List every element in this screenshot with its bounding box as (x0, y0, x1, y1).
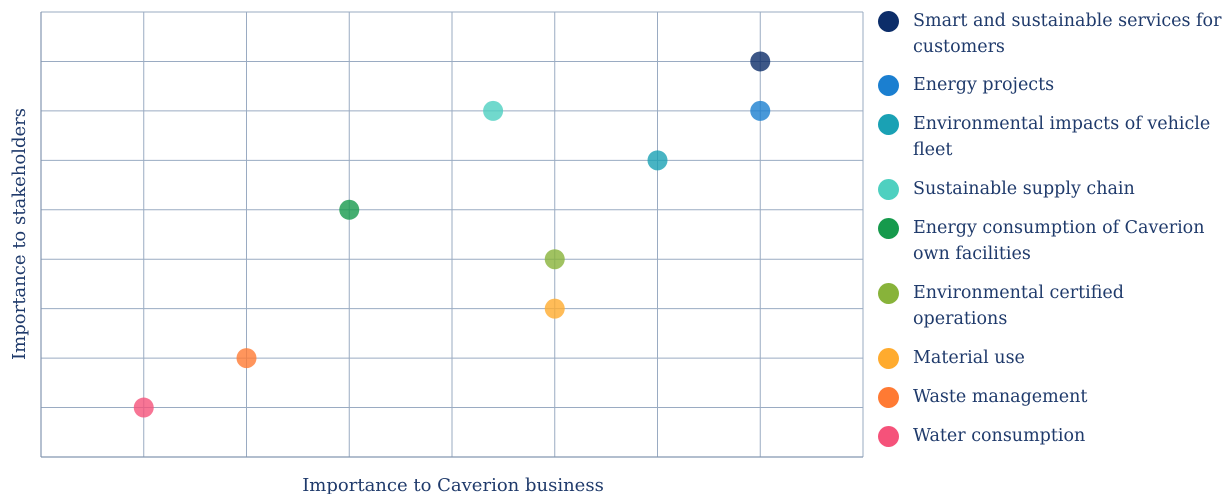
data-point (339, 199, 360, 220)
data-point (544, 249, 565, 270)
legend-label: Waste management (913, 387, 1088, 407)
legend-label: Energy consumption of Caverion own facil… (913, 218, 1205, 264)
legend-swatch (878, 283, 899, 304)
scatter-chart: Importance to Caverion business Importan… (9, 11, 864, 494)
legend-swatch (878, 348, 899, 369)
data-points (133, 51, 771, 418)
legend-item: Energy consumption of Caverion own facil… (878, 215, 1222, 267)
legend-label: Sustainable supply chain (913, 179, 1135, 199)
legend-item: Water consumption (878, 423, 1222, 449)
legend-label: Environmental certified operations (913, 283, 1124, 329)
legend-label: Environmental impacts of vehicle fleet (913, 114, 1211, 160)
legend-swatch (878, 179, 899, 200)
data-point (483, 100, 504, 121)
legend-item: Material use (878, 345, 1222, 371)
legend-swatch (878, 114, 899, 135)
legend: Smart and sustainable services for custo… (878, 8, 1222, 462)
legend-label: Water consumption (913, 426, 1086, 446)
legend-item: Waste management (878, 384, 1222, 410)
legend-label: Material use (913, 348, 1025, 368)
data-point (236, 348, 257, 369)
legend-swatch (878, 11, 899, 32)
legend-swatch (878, 426, 899, 447)
y-axis-label: Importance to stakeholders (9, 108, 30, 360)
data-point (647, 150, 668, 171)
legend-item: Sustainable supply chain (878, 176, 1222, 202)
data-point (750, 51, 771, 72)
legend-swatch (878, 387, 899, 408)
data-point (133, 397, 154, 418)
legend-label: Smart and sustainable services for custo… (913, 11, 1222, 57)
legend-swatch (878, 75, 899, 96)
legend-item: Smart and sustainable services for custo… (878, 8, 1222, 60)
data-point (750, 100, 771, 121)
legend-item: Environmental impacts of vehicle fleet (878, 111, 1222, 163)
legend-item: Environmental certified operations (878, 280, 1222, 332)
axes (40, 12, 863, 458)
legend-swatch (878, 218, 899, 239)
legend-item: Energy projects (878, 72, 1222, 98)
data-point (544, 298, 565, 319)
grid (41, 11, 864, 457)
x-axis-label: Importance to Caverion business (302, 475, 604, 494)
legend-label: Energy projects (913, 75, 1055, 95)
